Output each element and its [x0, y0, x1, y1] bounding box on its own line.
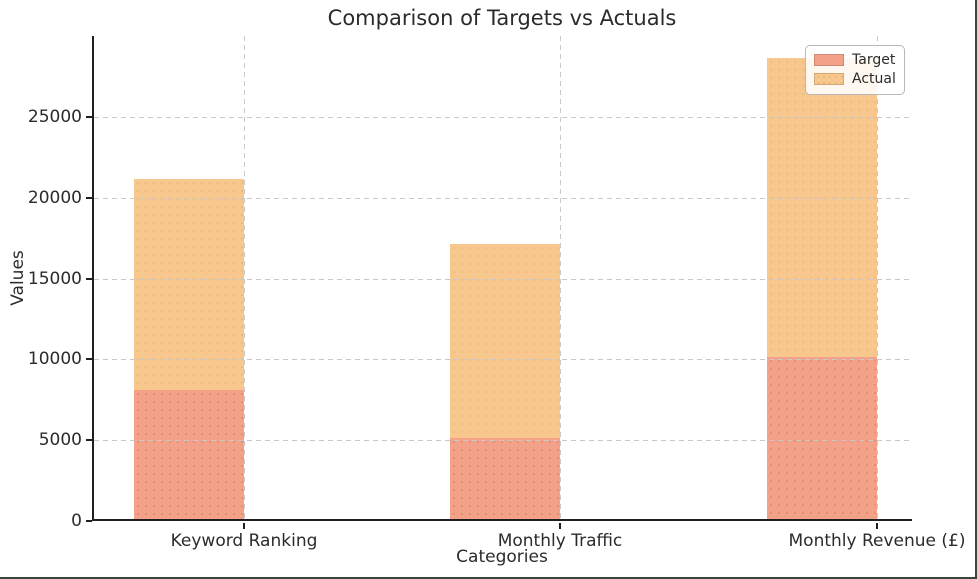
gridline-horizontal	[94, 197, 912, 199]
x-tick-mark	[876, 523, 878, 529]
x-tick-label: Monthly Revenue (£)	[788, 531, 966, 551]
y-tick-label: 25000	[27, 106, 82, 127]
y-tick-mark	[86, 358, 92, 361]
legend-label-target: Target	[852, 52, 896, 68]
y-tick-label: 15000	[27, 268, 82, 289]
y-tick-mark	[86, 196, 92, 199]
bar-target-1	[134, 390, 244, 519]
legend-swatch-target	[814, 54, 844, 66]
x-axis-label: Categories	[456, 547, 548, 567]
legend-label-actual: Actual	[852, 71, 896, 87]
legend-item-actual: Actual	[814, 70, 896, 88]
legend-swatch-actual	[814, 73, 844, 85]
gridline-horizontal	[94, 116, 912, 118]
y-tick-mark	[86, 277, 92, 280]
y-tick-mark	[86, 439, 92, 442]
y-tick-label: 5000	[38, 430, 82, 451]
gridline-horizontal	[94, 440, 912, 442]
y-tick-label: 10000	[27, 349, 82, 370]
chart-title: Comparison of Targets vs Actuals	[327, 6, 677, 30]
x-tick-label: Keyword Ranking	[170, 531, 318, 551]
bar-target-2	[450, 438, 560, 519]
legend: Target Actual	[805, 45, 905, 95]
y-tick-mark	[86, 115, 92, 118]
gridline-horizontal	[94, 359, 912, 361]
y-tick-label: 20000	[27, 187, 82, 208]
x-tick-mark	[559, 523, 561, 529]
x-tick-label: Monthly Traffic	[497, 531, 623, 551]
plot-area: 0 5000 10000 15000 20000 25000 Keyword Ranking…	[28, 36, 966, 551]
y-tick-label: 0	[71, 511, 82, 531]
bar-target-3	[767, 357, 877, 519]
y-tick-mark	[86, 520, 92, 522]
gridline-horizontal	[94, 278, 912, 280]
x-tick-mark	[243, 523, 245, 529]
legend-item-target: Target	[814, 51, 896, 69]
gridline-vertical	[560, 36, 561, 519]
gridline-vertical	[877, 36, 878, 519]
gridline-vertical	[244, 36, 245, 519]
